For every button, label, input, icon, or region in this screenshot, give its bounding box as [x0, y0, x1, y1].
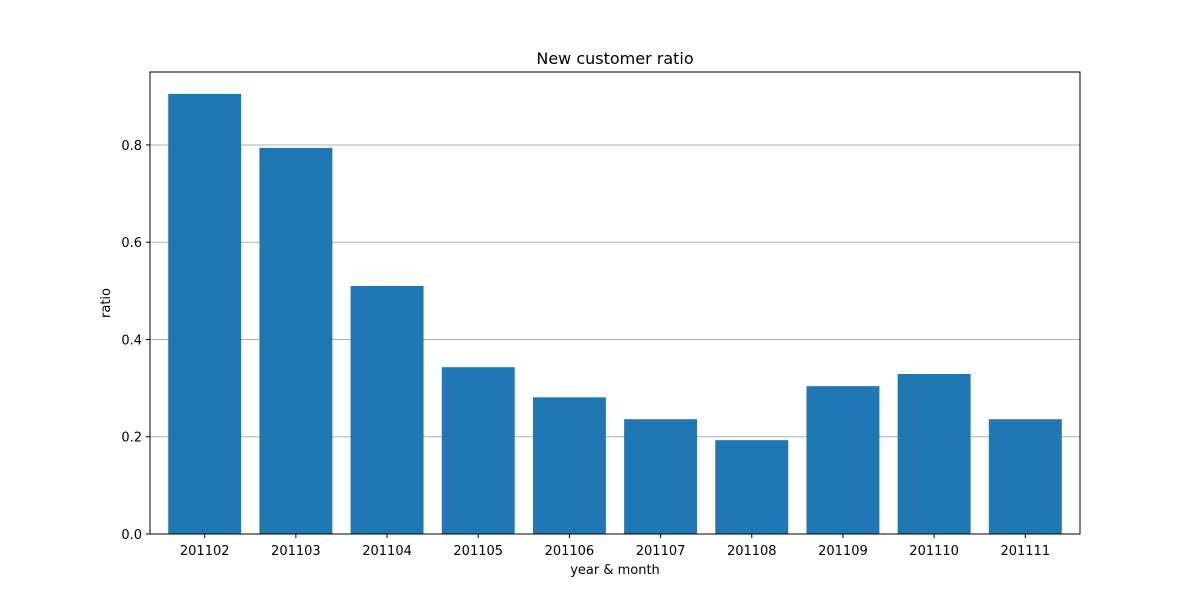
bar-201103: [259, 147, 333, 534]
y-tick-label: 0.2: [121, 431, 142, 446]
bar-201111: [988, 419, 1062, 534]
x-tick-label: 201111: [1000, 544, 1050, 559]
x-axis: 201102 201103 201104 201105 201106 201107 2011…: [180, 534, 1050, 559]
x-axis-label: year & month: [570, 563, 660, 578]
x-tick-label: 201106: [545, 544, 595, 559]
x-tick-label: 201104: [362, 544, 412, 559]
bar-201106: [532, 397, 606, 534]
bar-201105: [441, 367, 515, 534]
x-tick-label: 201105: [453, 544, 503, 559]
y-axis-label: ratio: [99, 288, 114, 318]
x-tick-label: 201109: [818, 544, 868, 559]
x-tick-label: 201110: [909, 544, 959, 559]
y-tick-label: 0.6: [121, 236, 142, 251]
y-tick-label: 0.8: [121, 139, 142, 154]
bar-201104: [350, 285, 424, 534]
plot-frame: [149, 71, 1081, 535]
bar-layer: [168, 93, 1062, 534]
bar-201107: [624, 419, 698, 534]
bar-201102: [168, 93, 242, 534]
y-axis: 0.0 0.2 0.4 0.6 0.8: [121, 139, 150, 543]
x-tick-label: 201107: [636, 544, 686, 559]
x-tick-label: 201103: [271, 544, 321, 559]
bar-201110: [897, 374, 971, 534]
x-tick-label: 201108: [727, 544, 777, 559]
y-tick-label: 0.0: [121, 528, 142, 543]
x-tick-label: 201102: [180, 544, 230, 559]
bar-201109: [806, 386, 880, 534]
y-tick-label: 0.4: [121, 333, 142, 348]
chart-title: New customer ratio: [536, 49, 693, 68]
bar-201108: [715, 440, 789, 534]
